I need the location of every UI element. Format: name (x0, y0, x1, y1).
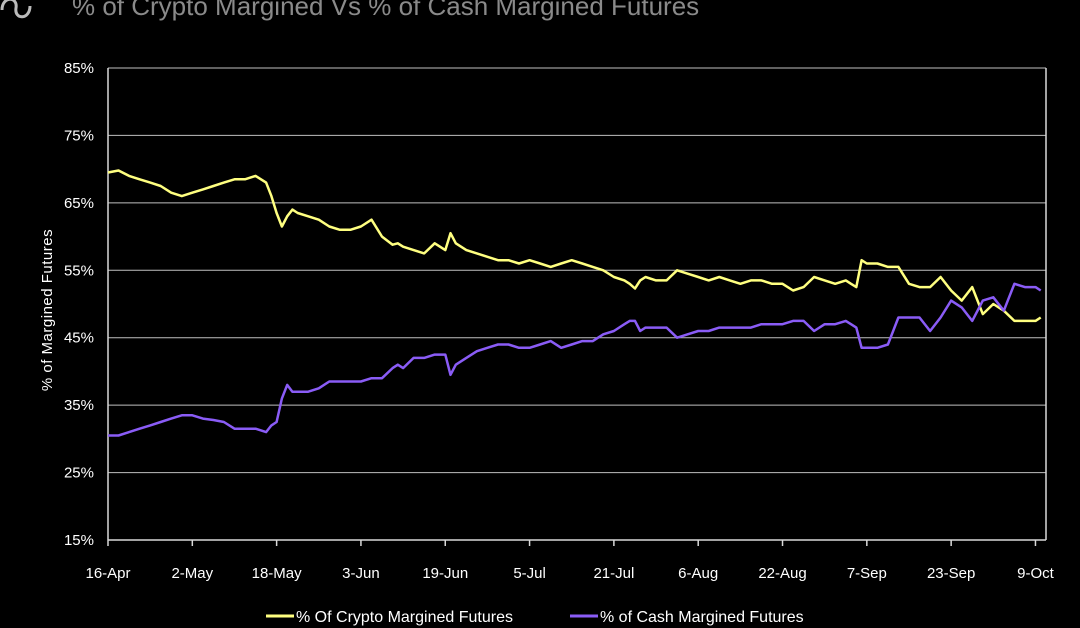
y-tick-label: 45% (64, 330, 94, 347)
y-tick-label: 15% (64, 532, 94, 549)
brand-logo (0, 0, 32, 19)
crypto-margined-line (107, 169, 1042, 323)
x-tick-label: 21-Jul (593, 565, 634, 582)
x-tick-label: 16-Apr (85, 565, 130, 582)
y-tick-label: 35% (64, 397, 94, 414)
y-axis-title: % of Margined Futures (39, 229, 56, 391)
cash-margined-line (108, 282, 1042, 437)
legend-label: % Of Crypto Margined Futures (296, 609, 513, 626)
x-tick-label: 19-Jun (422, 565, 468, 582)
x-tick-label: 3-Jun (342, 565, 380, 582)
series-lines (107, 169, 1042, 437)
legend-label: % of Cash Margined Futures (600, 609, 804, 626)
x-axis-ticks: 16-Apr 2-May 18-May 3-Jun 19-Jun 5-Jul 21-Jul 6… (85, 540, 1055, 582)
x-tick-label: 5-Jul (513, 565, 546, 582)
gridlines (107, 67, 1047, 541)
x-tick-label: 18-May (252, 565, 303, 582)
x-tick-label: 23-Sep (927, 565, 975, 582)
y-tick-label: 55% (64, 262, 94, 279)
y-tick-label: 25% (64, 465, 94, 482)
y-tick-label: 75% (64, 127, 94, 144)
chart-title: % of Crypto Margined Vs % of Cash Margin… (72, 0, 700, 21)
x-tick-label: 6-Aug (678, 565, 718, 582)
x-tick-label: 2-May (171, 565, 213, 582)
chart-legend: % Of Crypto Margined Futures % of Cash Ma… (266, 609, 804, 626)
x-tick-label: 22-Aug (758, 565, 806, 582)
x-tick-label: 7-Sep (847, 565, 887, 582)
y-tick-label: 85% (64, 60, 94, 77)
y-axis-ticks: 85% 75% 65% 55% 45% 35% 25% 15% (64, 60, 94, 549)
y-tick-label: 65% (64, 195, 94, 212)
x-tick-label: 9-Oct (1017, 565, 1055, 582)
